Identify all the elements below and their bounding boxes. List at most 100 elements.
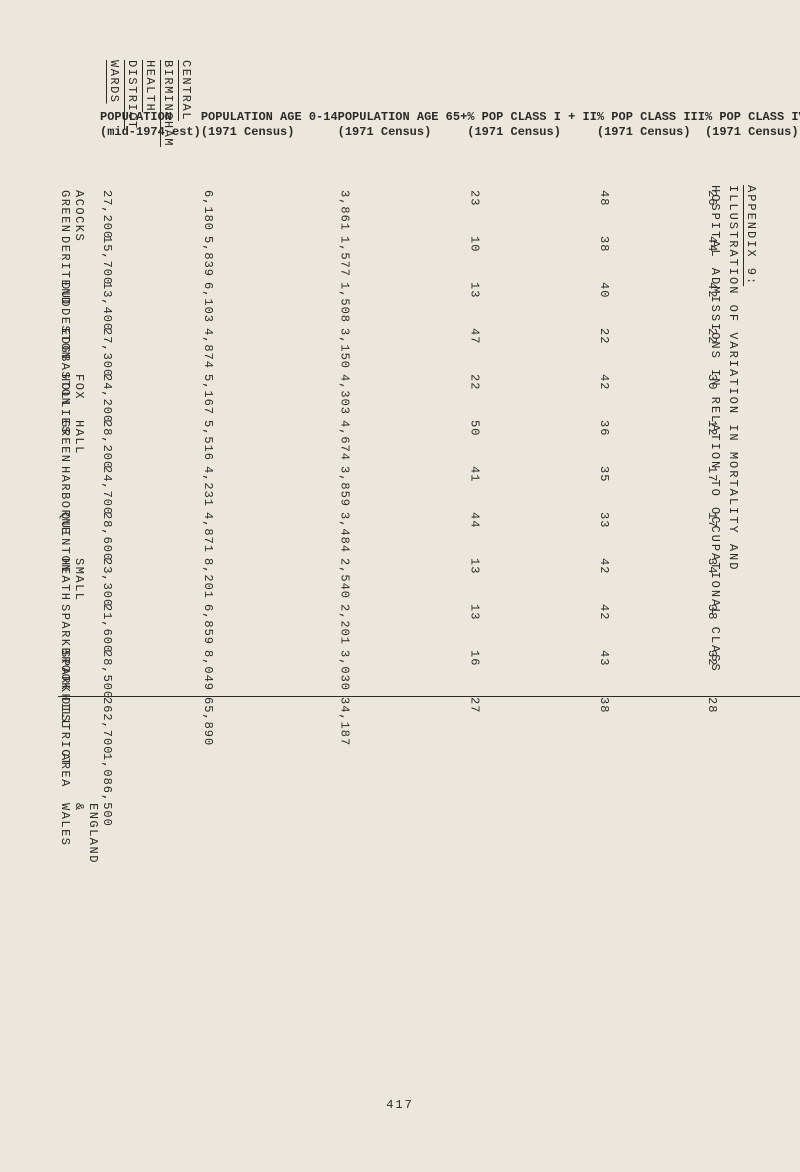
metric-header-row: POPULATION (mid-1974 est) POPULATION AGE… (58, 60, 800, 190)
cell-age65: 4,674 (338, 420, 468, 466)
ward-name: ACOCKS GREEN (58, 190, 100, 236)
cell-age65: 34,187 (338, 697, 468, 754)
cell-age014: 5,516 (201, 420, 338, 466)
cell-age014: 6,103 (201, 282, 338, 328)
cell-age65: 3,150 (338, 328, 468, 374)
cell-cls3 (597, 753, 705, 803)
cell-cls4: 30 (705, 374, 800, 420)
cell-age65: 4,303 (338, 374, 468, 420)
ward-name: FOX HOLLIES (58, 374, 100, 420)
cell-pop: 24,200 (100, 374, 201, 420)
cell-age65: 3,861 (338, 190, 468, 236)
cell-cls1: 47 (467, 328, 597, 374)
table-row: HALL GREEN28,2005,5164,6745036122728.914… (58, 420, 800, 466)
cell-pop: 24,700 (100, 466, 201, 512)
cell-pop: 28,200 (100, 420, 201, 466)
col-class-4-5: % POP CLASS IV + V (1971 Census) (705, 60, 800, 190)
cell-cls1: 22 (467, 374, 597, 420)
cell-age014: 4,871 (201, 512, 338, 558)
cell-cls1: 23 (467, 190, 597, 236)
col-class-3: % POP CLASS III (1971 Census) (597, 60, 705, 190)
cell-age014: 4,231 (201, 466, 338, 512)
cell-cls1: 27 (467, 697, 597, 754)
cell-age65: 2,540 (338, 558, 468, 604)
cell-pop: 1,086,500 (100, 753, 201, 803)
cell-age65: 3,484 (338, 512, 468, 558)
cell-pop: 15,700 (100, 236, 201, 282)
cell-age014: 6,859 (201, 604, 338, 650)
cell-cls4: 22 (705, 328, 800, 374)
summary-row: DISTRICT262,70065,89034,1872738283,90621… (58, 697, 800, 754)
ward-name: HARBORNE (58, 466, 100, 512)
cell-age65 (338, 803, 468, 853)
cell-age65: 1,577 (338, 236, 468, 282)
cell-cls3: 42 (597, 374, 705, 420)
cell-age65: 1,508 (338, 282, 468, 328)
cell-cls1: 10 (467, 236, 597, 282)
mortality-table: POPULATION (mid-1974 est) POPULATION AGE… (58, 60, 800, 853)
cell-cls4: 34 (705, 558, 800, 604)
cell-pop: 27,300 (100, 328, 201, 374)
cell-cls3: 43 (597, 650, 705, 697)
cell-pop: 21,600 (100, 604, 201, 650)
cell-cls3: 40 (597, 282, 705, 328)
summary-row: ENGLAND & WALES17.5 approx (58, 803, 800, 853)
table-row: SPARKHILL28,5008,0493,03016433258122.343… (58, 650, 800, 697)
cell-cls4: 38 (705, 604, 800, 650)
table-row: FOX HOLLIES24,2005,1674,30322423021420.0… (58, 374, 800, 420)
cell-cls4: 26 (705, 190, 800, 236)
summary-row: AREA1,086,50014,45918.6 (58, 753, 800, 803)
cell-age014: 6,180 (201, 190, 338, 236)
cell-cls1: 44 (467, 512, 597, 558)
summary-name: ENGLAND & WALES (58, 803, 100, 853)
table-row: EDGBASTON27,3004,8743,15047222234419.120… (58, 328, 800, 374)
cell-cls3 (597, 803, 705, 853)
table-row: DERITEND15,7005,8391,57710384432923.224.… (58, 236, 800, 282)
cell-age014: 65,890 (201, 697, 338, 754)
cell-pop: 13,400 (100, 282, 201, 328)
cell-age014: 5,839 (201, 236, 338, 282)
cell-cls3: 22 (597, 328, 705, 374)
table-row: SPARKBROOK21,6006,8592,20113423853124.92… (58, 604, 800, 650)
cell-cls3: 33 (597, 512, 705, 558)
table-row: ACOCKS GREEN27,2006,1803,86123482639921.… (58, 190, 800, 236)
ward-name: SMALL HEATH (58, 558, 100, 604)
col-age-65: POPULATION AGE 65+ (1971 Census) (338, 60, 468, 190)
cell-cls1: 50 (467, 420, 597, 466)
cell-cls1 (467, 753, 597, 803)
summary-name: DISTRICT (58, 697, 100, 754)
cell-cls3: 42 (597, 558, 705, 604)
cell-age65: 3,030 (338, 650, 468, 697)
cell-cls1: 13 (467, 604, 597, 650)
cell-age014: 5,167 (201, 374, 338, 420)
cell-cls3: 35 (597, 466, 705, 512)
cell-cls1: 41 (467, 466, 597, 512)
cell-age65: 2,201 (338, 604, 468, 650)
cell-age014: 8,201 (201, 558, 338, 604)
cell-cls3: 42 (597, 604, 705, 650)
cell-cls4: 32 (705, 650, 800, 697)
ward-name: SPARKHILL (58, 650, 100, 697)
page-number: 417 (0, 1098, 800, 1112)
cell-age65 (338, 753, 468, 803)
cell-age014: 8,049 (201, 650, 338, 697)
cell-cls4 (705, 753, 800, 803)
cell-pop: 28,600 (100, 512, 201, 558)
table-row: QUINTON28,6004,8713,48444331728116.319.4… (58, 512, 800, 558)
cell-cls3: 38 (597, 236, 705, 282)
col-age-0-14: POPULATION AGE 0-14 (1971 Census) (201, 60, 338, 190)
cell-cls3: 48 (597, 190, 705, 236)
cell-cls3: 36 (597, 420, 705, 466)
cell-pop (100, 803, 201, 853)
col-class-1-2: % POP CLASS I + II (1971 Census) (467, 60, 597, 190)
cell-pop: 28,500 (100, 650, 201, 697)
cell-age014: 4,874 (201, 328, 338, 374)
ward-name: EDGBASTON (58, 328, 100, 374)
table-row: DUDDESTON13,4006,1031,50813404220728.818… (58, 282, 800, 328)
cell-cls4: 17 (705, 512, 800, 558)
cell-cls4 (705, 803, 800, 853)
cell-pop: 23,300 (100, 558, 201, 604)
cell-cls1 (467, 803, 597, 853)
col-population: POPULATION (mid-1974 est) (100, 60, 201, 190)
ward-name: HALL GREEN (58, 420, 100, 466)
